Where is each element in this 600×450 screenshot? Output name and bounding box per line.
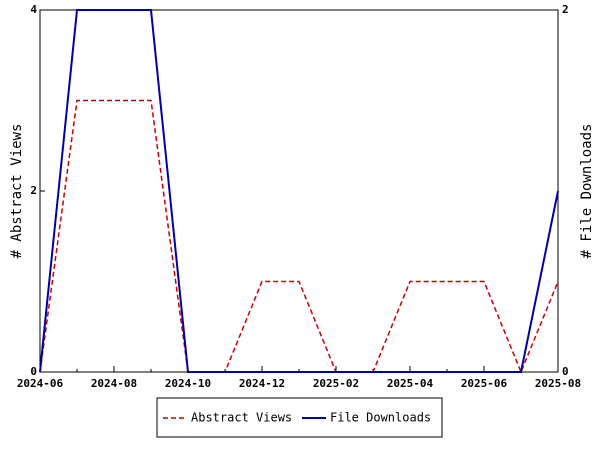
x-tick-label: 2024-12	[239, 377, 285, 390]
x-tick-label: 2024-06	[17, 377, 64, 390]
series-line	[39, 9, 559, 373]
x-tick-label: 2025-04	[387, 377, 434, 390]
y2-tick-label: 2	[562, 3, 569, 16]
legend-label: File Downloads	[330, 411, 431, 425]
x-tick-label: 2025-02	[313, 377, 359, 390]
plot-frame	[39, 9, 559, 373]
legend-label: Abstract Views	[191, 411, 292, 425]
legend	[156, 397, 443, 438]
x-tick-label: 2025-06	[461, 377, 508, 390]
y-tick-label: 4	[30, 3, 37, 16]
y2-tick-label: 0	[562, 365, 569, 378]
y-tick-label: 2	[30, 184, 37, 197]
y-tick-label: 0	[30, 365, 37, 378]
x-tick-label: 2024-08	[91, 377, 137, 390]
y-axis-label: # Abstract Views	[9, 124, 25, 259]
series-line	[39, 99, 559, 374]
x-tick-label: 2025-08	[535, 377, 581, 390]
x-tick-label: 2024-10	[165, 377, 211, 390]
y2-axis-label: # File Downloads	[579, 124, 595, 259]
